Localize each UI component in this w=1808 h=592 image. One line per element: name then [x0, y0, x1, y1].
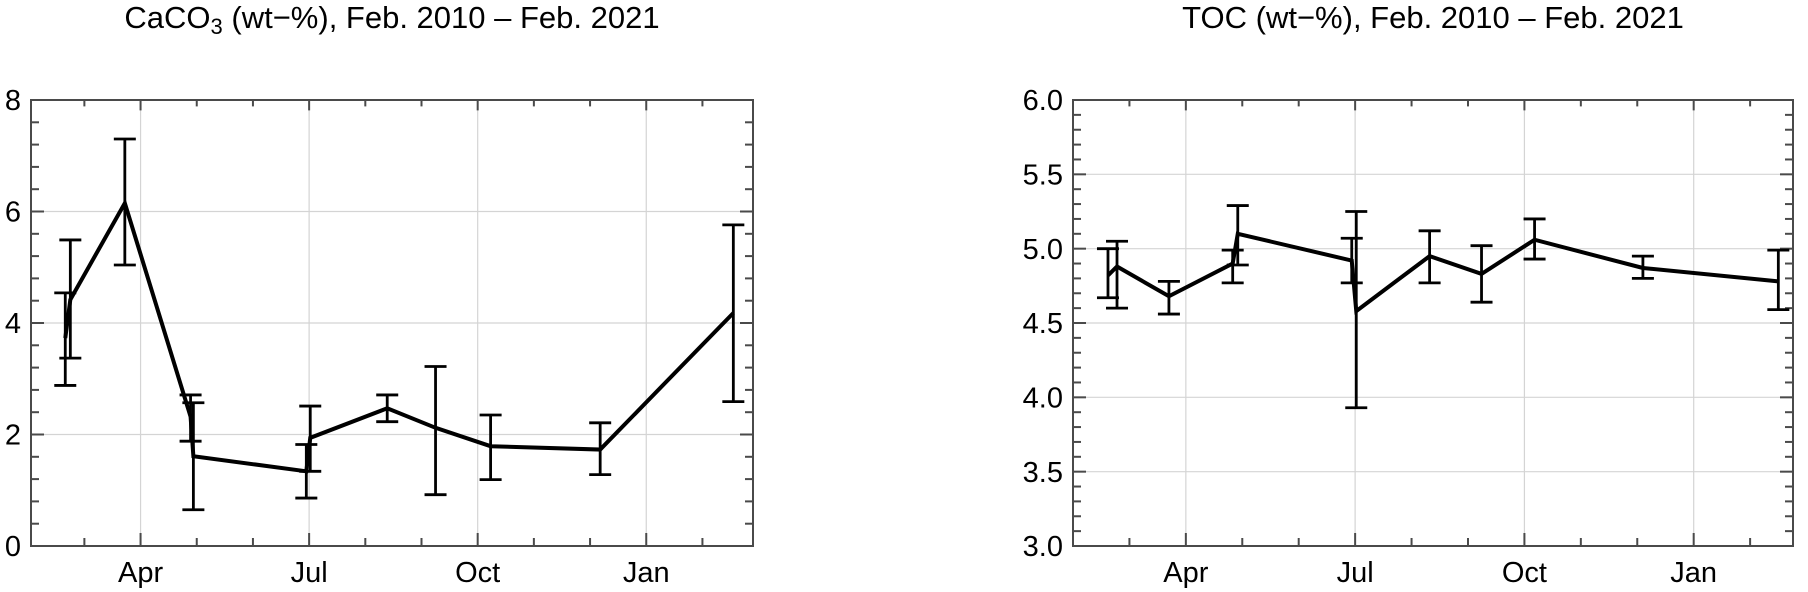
y-axis-label: 3.0 [1023, 531, 1063, 563]
data-line [63, 198, 735, 474]
x-axis-label: Oct [455, 557, 500, 589]
y-axis-label: 6.0 [1023, 85, 1063, 117]
x-axis-label: Apr [1163, 557, 1208, 589]
plot-frame [30, 99, 754, 547]
title-text: CaCO [124, 0, 211, 35]
x-axis-label: Apr [118, 557, 163, 589]
y-axis-label: 4 [5, 308, 21, 340]
x-axis-label: Jul [291, 557, 328, 589]
y-axis-label: 2 [5, 420, 21, 452]
y-axis-label: 5.5 [1023, 159, 1063, 191]
x-axis-label: Jul [1337, 557, 1374, 589]
y-axis-label: 0 [5, 531, 21, 563]
y-axis-label: 4.5 [1023, 308, 1063, 340]
x-axis-label: Oct [1502, 557, 1547, 589]
toc-chart-title: TOC (wt−%), Feb. 2010 – Feb. 2021 [1073, 0, 1793, 36]
title-subscript: 3 [210, 14, 223, 39]
data-line [1106, 231, 1779, 315]
title-text: (wt−%), Feb. 2010 – Feb. 2021 [222, 0, 660, 35]
x-axis-label: Jan [623, 557, 670, 589]
y-axis-label: 8 [5, 85, 21, 117]
x-axis-label: Jan [1670, 557, 1717, 589]
title-text: TOC (wt−%), Feb. 2010 – Feb. 2021 [1182, 0, 1684, 35]
y-axis-label: 3.5 [1023, 457, 1063, 489]
caco3-chart-title: CaCO3 (wt−%), Feb. 2010 – Feb. 2021 [31, 0, 753, 39]
y-axis-label: 6 [5, 197, 21, 229]
y-axis-label: 4.0 [1023, 382, 1063, 414]
plot-frame [1072, 99, 1794, 547]
y-axis-label: 5.0 [1023, 234, 1063, 266]
